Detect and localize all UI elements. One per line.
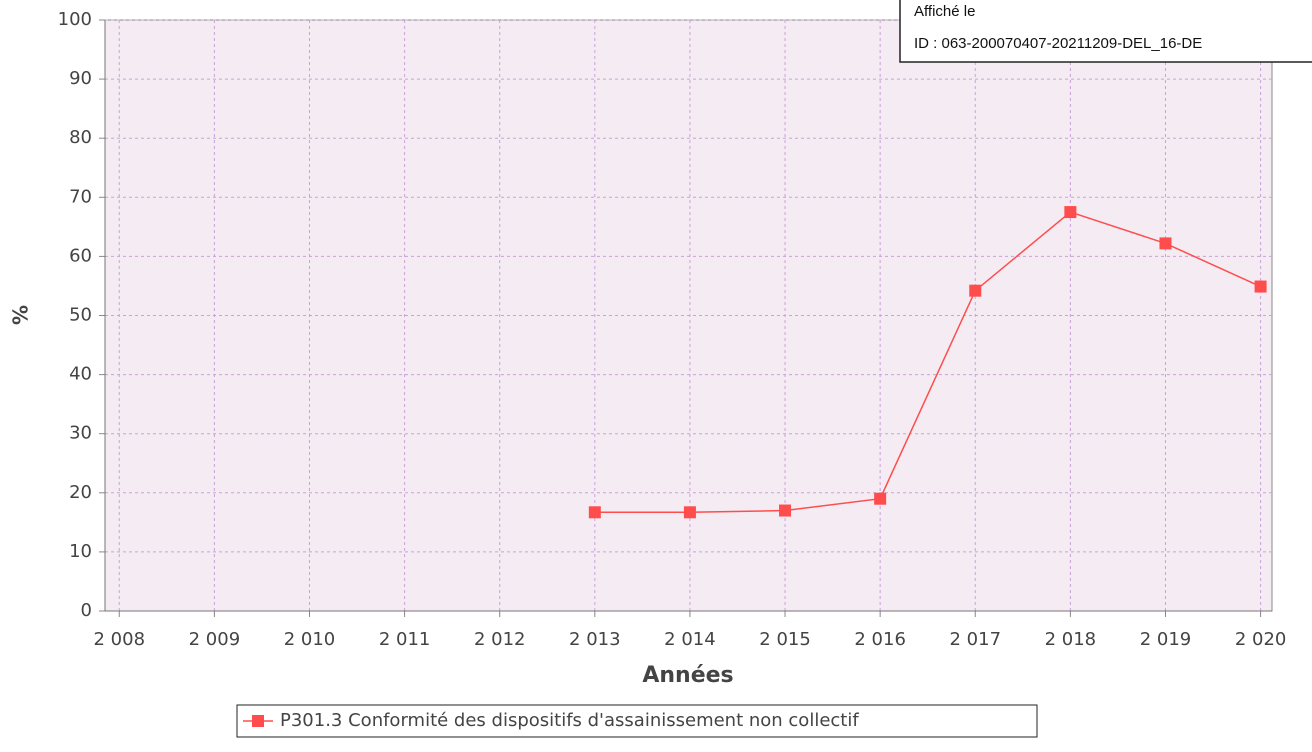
y-tick-label: 20	[69, 482, 92, 503]
y-axis-label: %	[9, 305, 33, 325]
point	[683, 506, 696, 519]
y-tick-label: 80	[69, 127, 92, 148]
point	[779, 504, 792, 517]
y-tick-label: 30	[69, 423, 92, 444]
x-axis-label: Années	[642, 663, 733, 688]
stamp-box	[899, 0, 1312, 63]
y-tick-label: 0	[81, 600, 92, 621]
point	[1064, 206, 1077, 219]
y-tick-label: 90	[69, 68, 92, 89]
stamp-line: Affiché le	[914, 3, 975, 20]
point	[874, 492, 887, 505]
x-tick-label: 2 019	[1140, 629, 1192, 650]
stamp-line: ID : 063-200070407-20211209-DEL_16-DE	[914, 35, 1202, 52]
legend-marker	[252, 715, 264, 727]
x-tick-label: 2 015	[759, 629, 811, 650]
point	[969, 284, 982, 297]
y-tick-label: 100	[58, 9, 92, 30]
point	[1159, 237, 1172, 250]
y-tick-label: 50	[69, 305, 92, 326]
x-tick-label: 2 011	[379, 629, 431, 650]
point	[588, 506, 601, 519]
x-tick-label: 2 014	[664, 629, 716, 650]
legend-box	[236, 704, 1038, 738]
series-line	[594, 211, 1261, 514]
x-tick-label: 2 009	[189, 629, 241, 650]
y-tick-label: 40	[69, 364, 92, 385]
x-tick-label: 2 008	[94, 629, 146, 650]
stamp: Affiché le ID : 063-200070407-20211209-D…	[899, 0, 1312, 63]
y-tick-label: 10	[69, 541, 92, 562]
x-tick-label: 2 013	[569, 629, 621, 650]
x-tick-label: 2 010	[284, 629, 336, 650]
x-tick-label: 2 017	[949, 629, 1001, 650]
point	[1254, 280, 1267, 293]
x-tick-label: 2 018	[1045, 629, 1097, 650]
x-tick-label: 2 012	[474, 629, 526, 650]
x-tick-label: 2 020	[1235, 629, 1287, 650]
y-tick-label: 60	[69, 245, 92, 266]
legend-label: P301.3 Conformité des dispositifs d'assa…	[280, 710, 859, 731]
y-tick-label: 70	[69, 186, 92, 207]
x-tick-label: 2 016	[854, 629, 906, 650]
